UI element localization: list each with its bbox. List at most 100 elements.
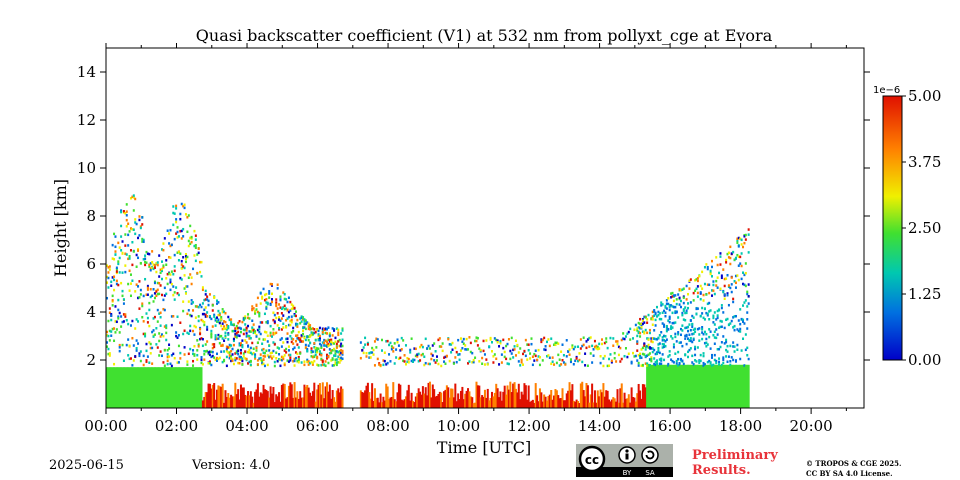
aerosol-cell: [307, 344, 310, 347]
aerosol-cell: [560, 350, 563, 353]
boundary-layer-cell: [129, 367, 132, 408]
cc-by-sa-badge[interactable]: cc BY SA: [576, 444, 673, 477]
aerosol-cell: [705, 337, 708, 341]
aerosol-cell: [127, 222, 130, 226]
aerosol-cell: [256, 328, 259, 332]
aerosol-cell: [575, 355, 578, 359]
aerosol-cell: [586, 338, 589, 341]
boundary-layer-cell: [710, 364, 713, 408]
aerosol-cell: [361, 349, 364, 352]
aerosol-cell: [106, 275, 109, 279]
aerosol-cell: [156, 308, 159, 312]
aerosol-cell: [247, 350, 250, 354]
aerosol-cell: [698, 333, 701, 336]
aerosol-cell: [129, 196, 132, 200]
aerosol-cell: [118, 256, 121, 260]
aerosol-cell: [196, 271, 199, 275]
aerosol-cell: [122, 210, 125, 213]
aerosol-cell: [129, 249, 132, 252]
aerosol-cell: [681, 329, 684, 332]
aerosol-cell: [232, 337, 235, 341]
aerosol-cell: [369, 351, 372, 354]
boundary-layer-cell: [273, 402, 276, 408]
aerosol-cell: [338, 350, 341, 353]
boundary-layer-cell: [307, 387, 310, 408]
aerosol-cell: [579, 338, 582, 341]
aerosol-cell: [674, 305, 677, 309]
aerosol-cell: [285, 347, 288, 351]
aerosol-cell: [307, 322, 310, 325]
boundary-layer-cell: [727, 364, 730, 408]
preliminary-line2: Results.: [692, 463, 751, 478]
aerosol-cell: [141, 216, 144, 219]
aerosol-cell: [710, 289, 713, 292]
aerosol-cell: [183, 274, 186, 277]
aerosol-cell: [655, 305, 659, 309]
aerosol-cell: [273, 360, 276, 364]
aerosol-cell: [201, 302, 204, 305]
aerosol-cell: [279, 306, 282, 309]
aerosol-cell: [433, 342, 436, 345]
aerosol-cell: [739, 237, 742, 241]
aerosol-cell: [303, 318, 306, 321]
aerosol-cell: [689, 328, 692, 332]
aerosol-cell: [689, 347, 692, 350]
aerosol-cell: [340, 344, 343, 348]
aerosol-cell: [217, 337, 220, 340]
boundary-layer-cell: [510, 392, 513, 408]
aerosol-cell: [276, 324, 279, 327]
boundary-layer-cell: [311, 391, 314, 408]
aerosol-cell: [152, 263, 155, 266]
aerosol-cell: [694, 347, 697, 351]
aerosol-cell: [279, 298, 282, 301]
aerosol-cell: [537, 355, 540, 358]
aerosol-cell: [138, 354, 141, 358]
aerosol-cell: [565, 339, 568, 342]
aerosol-cell: [179, 217, 182, 221]
aerosol-cell: [230, 344, 233, 347]
aerosol-cell: [544, 348, 547, 352]
aerosol-cell: [165, 292, 168, 296]
aerosol-cell: [712, 321, 715, 324]
boundary-layer-cell: [619, 388, 622, 408]
aerosol-cell: [694, 289, 697, 292]
boundary-layer-cell: [433, 389, 436, 408]
aerosol-cell: [636, 342, 639, 345]
aerosol-cell: [262, 362, 265, 366]
aerosol-cell: [459, 337, 462, 340]
aerosol-cell: [593, 345, 596, 349]
colorbar-multiplier: 1e−6: [873, 85, 900, 96]
aerosol-cell: [691, 354, 694, 358]
aerosol-cell: [427, 344, 430, 348]
aerosol-cell: [663, 309, 666, 313]
boundary-layer-cell: [228, 397, 231, 408]
aerosol-cell: [166, 359, 169, 363]
aerosol-cell: [192, 329, 195, 333]
aerosol-cell: [318, 350, 321, 353]
aerosol-cell: [255, 308, 258, 311]
aerosol-cell: [117, 283, 120, 287]
aerosol-cell: [426, 347, 429, 350]
aerosol-cell: [300, 315, 303, 318]
aerosol-cell: [285, 326, 288, 329]
aerosol-cell: [335, 346, 338, 349]
aerosol-cell: [400, 348, 403, 351]
aerosol-cell: [703, 282, 706, 286]
aerosol-cell: [135, 347, 138, 350]
aerosol-cell: [258, 311, 261, 315]
boundary-layer-cell: [247, 391, 250, 408]
aerosol-cell: [176, 230, 179, 234]
aerosol-cell: [337, 350, 340, 354]
aerosol-cell: [163, 325, 166, 328]
aerosol-cell: [743, 322, 746, 325]
aerosol-cell: [409, 351, 412, 354]
aerosol-cell: [634, 354, 637, 358]
aerosol-cell: [120, 281, 123, 285]
aerosol-cell: [742, 271, 745, 274]
aerosol-cell: [636, 327, 639, 330]
aerosol-cell: [703, 266, 706, 269]
boundary-layer-cell: [158, 367, 161, 408]
aerosol-cell: [256, 296, 259, 300]
aerosol-cell: [192, 359, 195, 363]
aerosol-cell: [110, 318, 113, 322]
